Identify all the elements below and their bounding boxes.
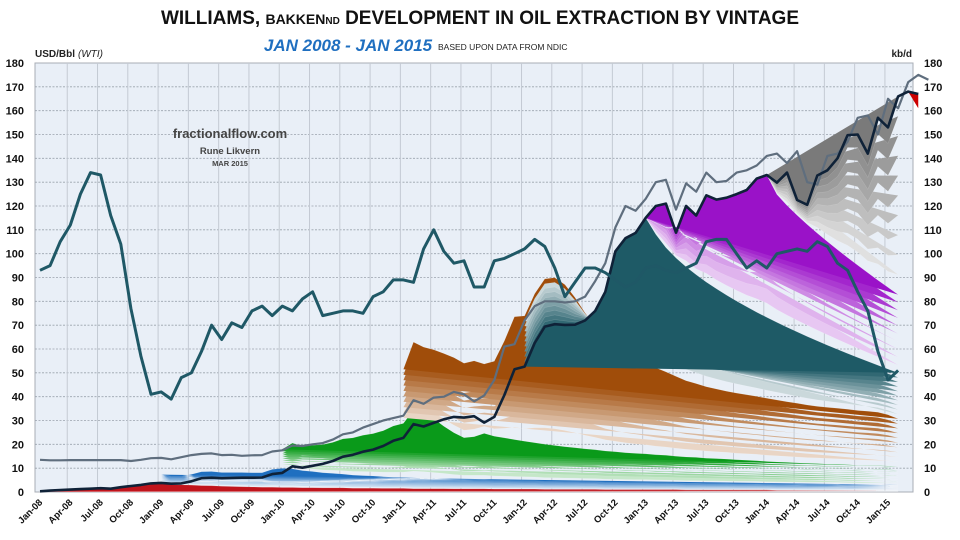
right-tick-label: 10 [924, 463, 936, 475]
x-tick-label: Jul-11 [442, 497, 469, 524]
right-tick-label: 160 [924, 106, 942, 118]
right-tick-label: 0 [924, 487, 930, 499]
x-tick-label: Jan-09 [137, 497, 166, 526]
left-tick-label: 130 [6, 177, 24, 189]
x-tick-label: Jan-15 [864, 497, 894, 527]
x-tick-label: Jan-10 [258, 497, 287, 526]
vintage-area-2010 [282, 409, 899, 484]
vintage-band [39, 483, 899, 492]
x-tick-label: Jan-13 [622, 497, 651, 526]
left-tick-label: 170 [6, 82, 24, 94]
right-tick-label: 180 [924, 58, 942, 70]
series-lines [39, 73, 929, 493]
x-tick-label: Apr-08 [46, 497, 75, 526]
x-tick-label: Apr-13 [652, 497, 681, 526]
vintage-area-2009 [161, 468, 899, 490]
right-tick-label: 120 [924, 201, 942, 213]
x-tick-label: Apr-11 [410, 497, 439, 526]
total-extraction-line [39, 90, 919, 493]
x-tick-label: Jul-10 [321, 497, 348, 524]
vintage-area-2015 [908, 91, 919, 109]
x-tick-label: Jul-08 [78, 497, 105, 524]
right-tick-label: 60 [924, 344, 936, 356]
left-tick-label: 180 [6, 58, 24, 70]
x-tick-label: Apr-12 [531, 497, 560, 526]
right-tick-label: 40 [924, 392, 936, 404]
right-tick-label: 130 [924, 177, 942, 189]
left-tick-label: 50 [12, 368, 24, 380]
gray-reference-line [39, 73, 929, 463]
vintage-areas [39, 91, 919, 493]
right-tick-label: 30 [924, 416, 936, 428]
x-tick-label: Oct-12 [592, 497, 621, 526]
right-tick-label: 140 [924, 153, 942, 165]
left-axis-label: USD/Bbl (WTI) [35, 49, 103, 60]
left-tick-label: 90 [12, 273, 24, 285]
vintage-band [403, 402, 899, 462]
x-tick-label: Apr-09 [167, 497, 196, 526]
left-tick-label: 0 [18, 487, 24, 499]
x-tick-label: Oct-09 [228, 497, 257, 526]
left-tick-label: 20 [12, 439, 24, 451]
right-tick-label: 110 [924, 225, 942, 237]
right-axis-label: kb/d [891, 49, 912, 60]
vintage-band [403, 396, 899, 458]
left-tick-label: 40 [12, 392, 24, 404]
x-tick-label: Oct-10 [350, 497, 379, 526]
left-tick-label: 30 [12, 416, 24, 428]
right-tick-label: 80 [924, 296, 936, 308]
left-tick-label: 150 [6, 130, 24, 142]
x-tick-label: Oct-11 [471, 497, 500, 526]
x-axis-ticks: Jan-08 Apr-08 Jul-08 Oct-08 Jan-09 Apr-09 Jul-… [16, 497, 894, 527]
vintage-band [282, 409, 899, 467]
x-tick-label: Apr-10 [289, 497, 318, 526]
x-tick-label: Jul-13 [684, 497, 711, 524]
x-tick-label: Apr-14 [773, 497, 803, 527]
x-tick-label: Jul-12 [563, 497, 590, 524]
left-tick-label: 10 [12, 463, 24, 475]
credit-site: fractionalflow.com [173, 126, 287, 141]
right-tick-label: 50 [924, 368, 936, 380]
left-tick-label: 70 [12, 320, 24, 332]
right-tick-label: 150 [924, 130, 942, 142]
right-tick-label: 100 [924, 249, 942, 261]
x-tick-label: Jul-09 [200, 497, 227, 524]
source-note: BASED UPON DATA FROM NDIC [438, 42, 568, 52]
chart-subtitle: JAN 2008 - JAN 2015 [264, 36, 433, 55]
x-tick-label: Jan-14 [743, 497, 773, 527]
left-axis-ticks: 0 10 20 30 40 50 60 70 80 90 100 110 120 130 140 150 160… [6, 58, 24, 499]
vintage-area-2014 [766, 96, 899, 275]
right-tick-label: 90 [924, 273, 936, 285]
right-axis-ticks: 0 10 20 30 40 50 60 70 80 90 100 110 120 130 140 150 160… [924, 58, 942, 499]
vintage-band [161, 468, 899, 486]
left-tick-label: 100 [6, 249, 24, 261]
left-tick-label: 160 [6, 106, 24, 118]
vintage-band [282, 463, 899, 482]
left-tick-label: 140 [6, 153, 24, 165]
left-tick-label: 120 [6, 201, 24, 213]
left-tick-label: 80 [12, 296, 24, 308]
wti-price-line [39, 171, 900, 401]
x-tick-label: Oct-14 [834, 497, 863, 526]
x-tick-label: Oct-13 [713, 497, 742, 526]
left-tick-label: 60 [12, 344, 24, 356]
x-tick-label: Jan-12 [501, 497, 530, 526]
credit-author: Rune Likvern [200, 146, 260, 157]
vintage-area-2008 [39, 483, 899, 493]
vintage-band [282, 466, 899, 484]
right-tick-label: 20 [924, 439, 936, 451]
x-tick-label: Jan-08 [16, 497, 45, 526]
right-tick-label: 170 [924, 82, 942, 94]
chart-title: WILLIAMS, BAKKENND DEVELOPMENT IN OIL EX… [161, 8, 799, 29]
vintage-band [766, 174, 899, 275]
x-tick-label: Jan-11 [380, 497, 409, 526]
left-tick-label: 110 [6, 225, 24, 237]
x-tick-label: Jul-14 [805, 497, 833, 525]
right-tick-label: 70 [924, 320, 936, 332]
x-tick-label: Oct-08 [107, 497, 136, 526]
credit-date: MAR 2015 [212, 159, 248, 168]
vintage-area-2013 [645, 174, 899, 366]
